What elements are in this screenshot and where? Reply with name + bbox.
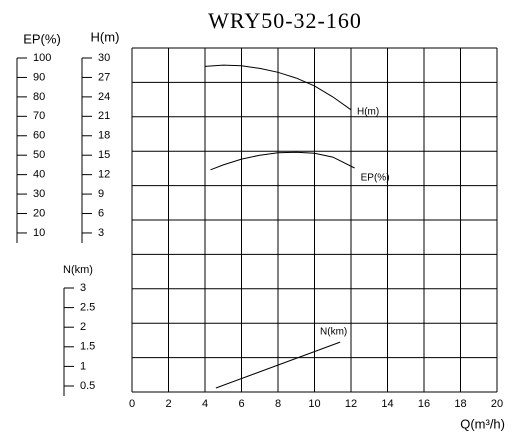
x-tick-label: 0 [129,398,135,410]
curve [210,151,355,171]
curve-label: H(m) [357,106,379,117]
y-tick-label: 60 [33,130,45,142]
curve [204,64,352,111]
y-tick-label: 1.5 [80,341,95,353]
y-tick-label: 100 [33,52,51,64]
curve-label: EP(%) [361,173,390,184]
y-axis-title: H(m) [91,29,120,44]
x-tick-label: 16 [418,398,430,410]
y-tick-label: 20 [33,207,45,219]
y-tick-label: 2.5 [80,302,95,314]
x-tick-label: 2 [165,398,171,410]
chart-title: WRY50-32-160 [208,8,362,33]
y-tick-label: 30 [33,188,45,200]
y-tick-label: 2 [80,321,86,333]
y-tick-label: 50 [33,149,45,161]
x-tick-label: 14 [381,398,393,410]
x-tick-label: 4 [202,398,208,410]
y-axis-title: EP(%) [23,31,61,46]
y-tick-label: 15 [98,149,110,161]
y-tick-label: 21 [98,110,110,122]
x-tick-label: 20 [491,398,503,410]
x-tick-label: 8 [275,398,281,410]
y-tick-label: 3 [98,227,104,239]
y-tick-label: 9 [98,188,104,200]
y-tick-label: 30 [98,52,110,64]
curve-label: N(km) [320,327,347,338]
y-tick-label: 1 [80,360,86,372]
y-tick-label: 90 [33,71,45,83]
x-axis-label: Q(m³/h) [460,416,505,431]
y-tick-label: 0.5 [80,380,95,392]
x-tick-label: 10 [308,398,320,410]
curve [215,341,341,389]
x-tick-label: 18 [454,398,466,410]
y-tick-label: 6 [98,207,104,219]
x-tick-label: 12 [345,398,357,410]
y-axis-title: N(km) [63,264,93,276]
y-tick-label: 40 [33,169,45,181]
y-tick-label: 24 [98,91,110,103]
y-tick-label: 18 [98,130,110,142]
y-tick-label: 80 [33,91,45,103]
y-tick-label: 70 [33,110,45,122]
y-tick-label: 3 [80,282,86,294]
y-tick-label: 10 [33,227,45,239]
x-tick-label: 6 [238,398,244,410]
y-tick-label: 12 [98,169,110,181]
y-tick-label: 27 [98,71,110,83]
